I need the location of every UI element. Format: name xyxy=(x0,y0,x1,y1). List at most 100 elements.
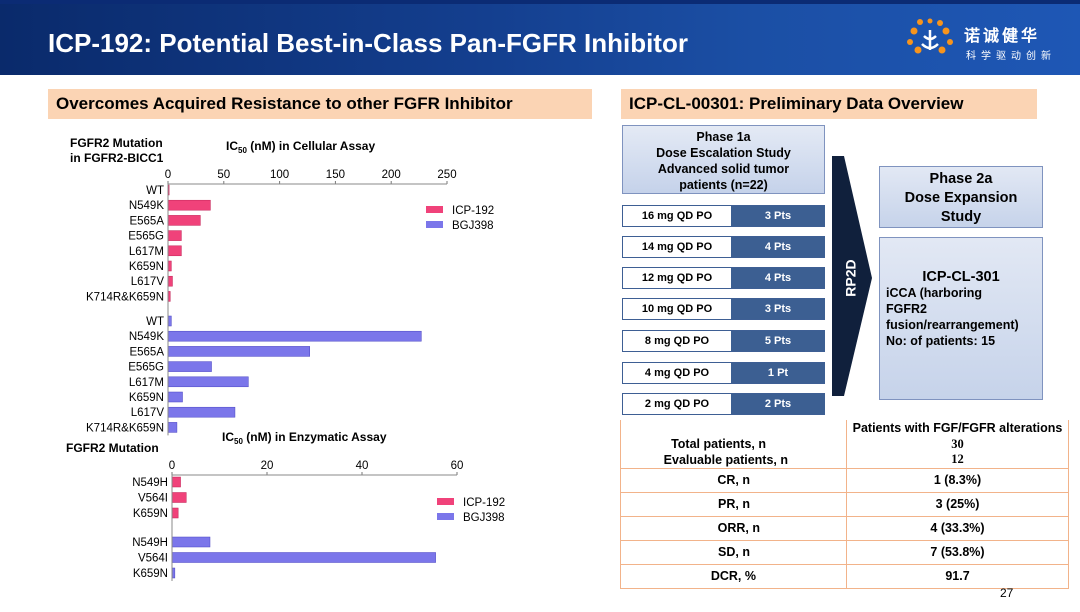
row-label: SD, n xyxy=(620,539,847,565)
category-label: K659N xyxy=(133,568,168,580)
rp2d-arrow: RP2D xyxy=(832,156,872,396)
row-label: ORR, n xyxy=(620,515,847,541)
category-label: E565A xyxy=(129,346,164,358)
x-tick-label: 0 xyxy=(169,460,175,472)
table-row: PR, n 3 (25%) xyxy=(620,491,1069,517)
row-value: 12 xyxy=(846,452,1069,469)
icp-cl-301-title: ICP-CL-301 xyxy=(922,269,1000,285)
dose-patients: 1 Pt xyxy=(731,363,825,383)
data-bar xyxy=(167,245,182,257)
category-label: E565G xyxy=(128,231,164,243)
dose-level: 4 mg QD PO xyxy=(644,367,710,379)
row-value: 4 (33.3%) xyxy=(846,515,1069,541)
dose-level: 16 mg QD PO xyxy=(641,210,713,222)
data-bar xyxy=(171,492,187,503)
x-tick-label: 150 xyxy=(326,169,345,181)
data-bar xyxy=(167,346,310,357)
legend-swatch xyxy=(426,221,443,228)
dose-row: 4 mg QD PO 1 Pt xyxy=(622,362,825,384)
row-header: FGFR2 Mutation xyxy=(70,136,163,150)
dose-level: 2 mg QD PO xyxy=(644,398,710,410)
header-banner: ICP-192: Potential Best-in-Class Pan-FGF… xyxy=(0,0,1080,75)
rp2d-label: RP2D xyxy=(843,259,859,296)
data-bar xyxy=(171,476,181,488)
chart-title: IC50 (nM) in Cellular Assay xyxy=(226,139,375,155)
data-bar xyxy=(171,507,179,519)
x-tick-label: 0 xyxy=(165,169,171,181)
row-header: FGFR2 Mutation xyxy=(66,441,159,455)
data-bar xyxy=(167,215,201,226)
category-label: E565G xyxy=(128,362,164,374)
data-bar xyxy=(167,361,212,372)
table-header: Patients with FGF/FGFR alterations xyxy=(846,420,1069,436)
row-header: in FGFR2-BICC1 xyxy=(70,151,164,165)
right-section-title: ICP-CL-00301: Preliminary Data Overview xyxy=(621,89,1037,119)
dose-level: 8 mg QD PO xyxy=(644,335,710,347)
x-tick-label: 200 xyxy=(382,169,401,181)
category-label: K714R&K659N xyxy=(86,291,164,303)
row-value: 30 xyxy=(846,436,1069,452)
category-label: L617V xyxy=(131,276,165,288)
page-number: 27 xyxy=(1000,586,1014,600)
dose-patients: 4 Pts xyxy=(731,268,825,288)
table-header-row: Patients with FGF/FGFR alterations xyxy=(620,420,1069,436)
data-bar xyxy=(167,376,249,388)
row-value: 7 (53.8%) xyxy=(846,539,1069,565)
table-row: ORR, n 4 (33.3%) xyxy=(620,515,1069,541)
x-tick-label: 60 xyxy=(451,460,464,472)
phase2a-line: Study xyxy=(940,209,982,225)
row-label: PR, n xyxy=(620,491,847,517)
phase2a-line: Dose Expansion xyxy=(904,190,1018,206)
category-label: N549H xyxy=(132,477,168,489)
dose-level: 14 mg QD PO xyxy=(641,241,713,253)
category-label: WT xyxy=(146,316,164,328)
category-label: L617M xyxy=(129,246,164,258)
category-label: K659N xyxy=(129,261,164,273)
category-label: WT xyxy=(146,185,164,197)
dose-level: 10 mg QD PO xyxy=(641,303,713,315)
category-label: N549K xyxy=(129,200,164,212)
legend-swatch xyxy=(437,513,454,520)
phase2a-line: Phase 2a xyxy=(929,171,993,187)
data-bar xyxy=(167,330,422,342)
category-label: V564I xyxy=(138,493,168,505)
row-label: Evaluable patients, n xyxy=(620,452,847,469)
phase1a-line: Advanced solid tumor xyxy=(657,162,790,176)
x-tick-label: 40 xyxy=(356,460,369,472)
category-label: N549H xyxy=(132,537,168,549)
chart-title: IC50 (nM) in Enzymatic Assay xyxy=(222,430,387,446)
row-value: 91.7 xyxy=(846,563,1069,589)
table-row: Evaluable patients, n 12 xyxy=(620,452,1069,469)
icp-cl-301-box: ICP-CL-301 iCCA (harboring FGFR2 fusion/… xyxy=(879,237,1043,400)
category-label: E565A xyxy=(129,215,164,227)
x-tick-label: 20 xyxy=(261,460,274,472)
icp-cl-301-line: FGFR2 xyxy=(886,302,927,316)
category-label: V564I xyxy=(138,553,168,565)
icp-cl-301-line: iCCA (harboring xyxy=(886,286,983,300)
legend-label: ICP-192 xyxy=(463,497,505,509)
icp-cl-301-line: fusion/rearrangement) xyxy=(886,318,1019,332)
dose-row: 16 mg QD PO 3 Pts xyxy=(622,205,825,227)
company-logo-tagline: 科学驱动创新 xyxy=(966,51,1056,62)
dose-row: 2 mg QD PO 2 Pts xyxy=(622,393,825,415)
row-value: 1 (8.3%) xyxy=(846,467,1069,493)
category-label: L617M xyxy=(129,377,164,389)
data-bar xyxy=(167,199,211,211)
category-label: L617V xyxy=(131,407,165,419)
dose-patients: 3 Pts xyxy=(731,299,825,319)
dose-patients: 3 Pts xyxy=(731,206,825,226)
dose-patients: 4 Pts xyxy=(731,237,825,257)
table-row: CR, n 1 (8.3%) xyxy=(620,467,1069,493)
row-label: CR, n xyxy=(620,467,847,493)
phase1a-line: Phase 1a xyxy=(696,130,751,144)
data-bar xyxy=(171,552,436,563)
company-logo-icon xyxy=(907,18,953,54)
phase1a-line: Dose Escalation Study xyxy=(656,146,791,160)
category-label: K714R&K659N xyxy=(86,422,164,434)
dose-row: 10 mg QD PO 3 Pts xyxy=(622,298,825,320)
dose-row: 12 mg QD PO 4 Pts xyxy=(622,267,825,289)
dose-patients: 2 Pts xyxy=(731,394,825,414)
left-section-title: Overcomes Acquired Resistance to other F… xyxy=(48,89,592,119)
dose-patients: 5 Pts xyxy=(731,331,825,351)
data-bar xyxy=(167,422,178,433)
